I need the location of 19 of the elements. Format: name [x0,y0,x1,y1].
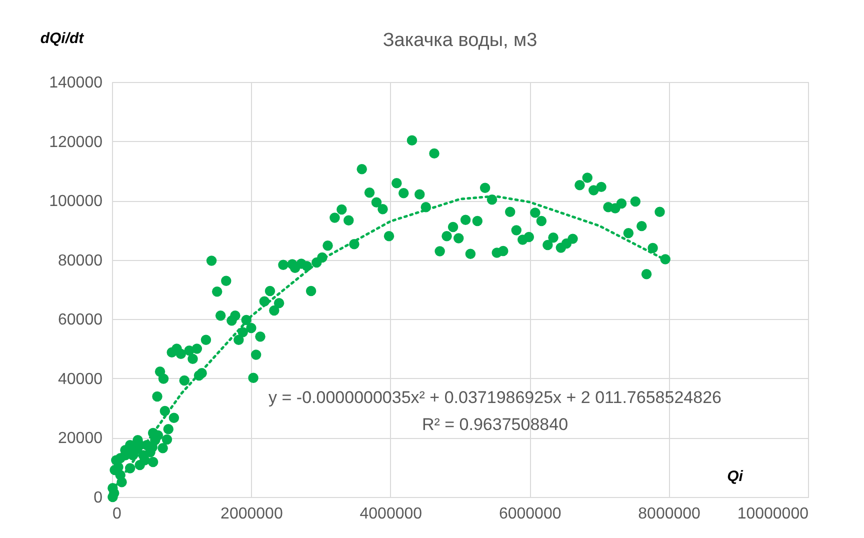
x-tick-label: 0 [112,506,122,522]
x-axis-title: Qi [727,468,744,485]
y-tick-label: 60000 [58,312,103,329]
y-tick-label: 20000 [58,430,103,448]
x-tick-label: 4000000 [360,506,422,522]
y-axis-title: dQi/dt [40,30,85,47]
y-tick-label: 80000 [58,252,103,270]
y-tick-label: 100000 [49,193,103,210]
x-tick-label: 2000000 [220,506,283,522]
x-tick-label: 10000000 [737,506,809,522]
x-tick-label: 8000000 [638,506,701,522]
x-tick-label: 6000000 [498,506,562,522]
chart-title: Закачка воды, м3 [382,30,538,51]
y-tick-label: 140000 [49,74,103,92]
annotation: R² = 0.9637508840 [422,415,568,434]
y-tick-label: 40000 [58,370,103,388]
y-tick-label: 120000 [49,134,103,151]
annotation: y = -0.0000000035x² + 0.0371986925x + 2 011.7658524826 [268,388,722,407]
y-tick-label: 0 [94,490,103,506]
